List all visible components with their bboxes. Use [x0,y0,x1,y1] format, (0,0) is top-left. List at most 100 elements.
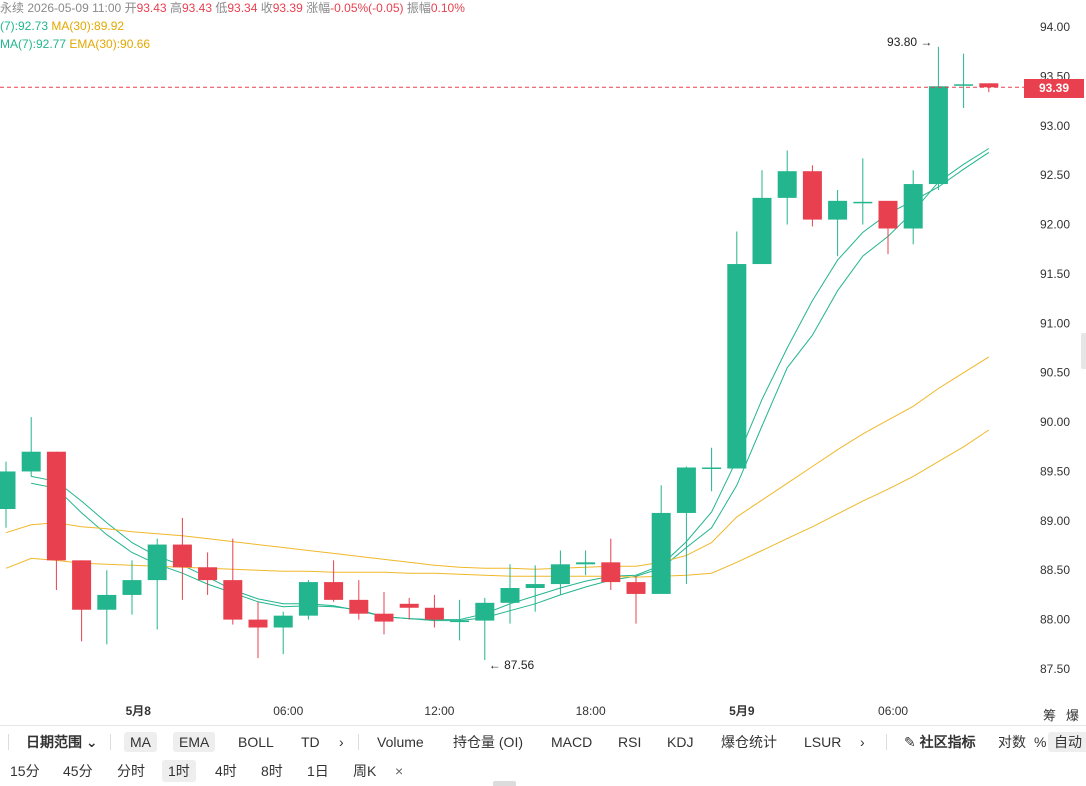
liquidation-stats-button[interactable]: 爆仓统计 [721,734,777,750]
chevron-right-icon[interactable]: › [339,734,344,750]
low-label: 低 [215,1,228,15]
ma-series-line [5,429,990,578]
candle [525,565,545,612]
candle-body [853,201,873,204]
candle [954,53,974,108]
candle-body [97,594,117,610]
auto-scale-toggle[interactable]: 自动 [1048,732,1086,752]
timeframe-line[interactable]: 分时 [117,763,145,779]
boll-indicator-button[interactable]: BOLL [238,734,274,750]
liquidation-map-button[interactable]: 爆 [1066,708,1080,723]
chevron-right-icon[interactable]: › [860,734,865,750]
candle-body [828,200,848,220]
candle-body [878,200,898,229]
candle-body [702,467,722,470]
candle-body [424,607,444,620]
candle [172,517,192,600]
rsi-indicator-button[interactable]: RSI [618,734,642,750]
log-scale-toggle[interactable]: 对数 [998,734,1026,750]
y-tick-label: 91.00 [1040,316,1070,330]
y-tick-label: 87.50 [1040,662,1070,676]
macd-indicator-button[interactable]: MACD [551,734,593,750]
candle [853,158,873,225]
candle [828,189,848,257]
x-tick-label: 12:00 [424,704,454,718]
td-indicator-button[interactable]: TD [301,734,320,750]
ema7-value: MA(7):92.77 [0,37,67,51]
high-value: 93.43 [181,1,212,15]
y-tick-label: 88.00 [1040,613,1070,627]
ma-indicator-button[interactable]: MA [124,732,157,752]
y-tick-label: 92.00 [1040,218,1070,232]
candle [248,601,268,659]
timeframe-15m[interactable]: 15分 [10,763,40,779]
candle-body [450,620,470,623]
candle [72,560,92,642]
candle [223,538,243,625]
timeframe-1w[interactable]: 周K [353,763,377,779]
community-indicators-label: 社区指标 [919,734,976,750]
indicator-toolbar: 日期范围 ⌄ MA EMA BOLL TD › Volume 持仓量 (OI) … [0,726,1086,756]
open-value: 93.43 [136,1,167,15]
ma-info-line: (7):92.73 MA(30):89.92 [0,19,124,33]
x-tick-label: 5月9 [729,704,755,718]
candle-body [954,84,974,86]
candlestick-chart[interactable]: 93.80 →← 87.56 94.0093.5093.0092.5092.00… [0,0,1086,726]
candle [374,591,394,635]
datetime-label: 2026-05-09 11:00 [27,1,122,15]
candle [349,580,369,620]
candle-body [576,562,596,565]
ema-indicator-button[interactable]: EMA [173,732,216,752]
candle [878,200,898,255]
axis-drag-handle[interactable] [1081,333,1086,369]
candle-body [550,564,570,585]
panel-resize-handle[interactable] [493,781,516,786]
candle [46,451,66,590]
chip-distribution-button[interactable]: 筹 [1043,708,1057,723]
x-tick-label: 06:00 [273,704,303,718]
candle [122,560,142,615]
y-tick-label: 88.50 [1040,563,1070,577]
percent-scale-toggle[interactable]: % [1034,734,1047,750]
candle-body [752,197,772,265]
timeframe-1d[interactable]: 1日 [307,763,329,779]
date-range-dropdown[interactable]: 日期范围 ⌄ [26,732,98,752]
volume-indicator-button[interactable]: Volume [377,734,424,750]
timeframe-1h[interactable]: 1时 [162,760,196,782]
candle [676,466,696,585]
candle [450,599,470,641]
candle-body [248,619,268,628]
candle [550,550,570,595]
timeframe-8h[interactable]: 8时 [261,763,283,779]
low-value: 93.34 [227,1,258,15]
candle [752,170,772,265]
oi-indicator-button[interactable]: 持仓量 (OI) [453,734,523,750]
close-label: 收 [260,1,273,15]
timeframe-4h[interactable]: 4时 [215,763,237,779]
ema-info-line: MA(7):92.77 EMA(30):90.66 [0,37,150,51]
candle-body [122,580,142,595]
candle [576,550,596,576]
change-label: 涨幅 [306,1,331,15]
candle [601,538,621,590]
community-indicators-button[interactable]: ✎ 社区指标 [904,732,976,752]
lsur-indicator-button[interactable]: LSUR [804,734,842,750]
candle [802,165,822,227]
candle-body [273,615,293,628]
kdj-indicator-button[interactable]: KDJ [667,734,694,750]
candle-body [324,582,344,600]
y-tick-label: 89.50 [1040,464,1070,478]
min-price-annotation: ← 87.56 [489,658,535,672]
max-price-annotation: 93.80 → [887,35,932,49]
y-tick-label: 90.00 [1040,415,1070,429]
candle-body [928,86,948,185]
candle-body [298,582,318,616]
candle-body [601,562,621,583]
date-range-label: 日期范围 [26,734,82,750]
open-label: 开 [124,1,137,15]
candle [0,461,16,528]
high-label: 高 [169,1,182,15]
timeframe-45m[interactable]: 45分 [63,763,93,779]
y-tick-label: 92.50 [1040,168,1070,182]
close-icon[interactable]: × [395,763,404,779]
